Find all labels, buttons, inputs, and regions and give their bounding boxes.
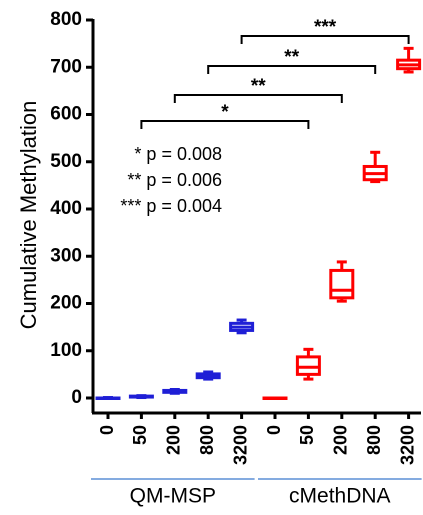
significance-bracket: [240, 35, 410, 44]
significance-bracket: [173, 94, 343, 103]
x-tick-label: 50: [297, 425, 317, 445]
y-tick-label: 600: [50, 104, 82, 125]
x-tick-label: 50: [130, 425, 150, 445]
x-tick-label: 200: [164, 425, 184, 455]
significance-label: **: [284, 47, 299, 68]
y-tick-label: 100: [50, 340, 82, 361]
y-tick-label: 300: [50, 245, 82, 266]
y-tick-label: 800: [50, 9, 82, 30]
significance-label: ***: [314, 17, 337, 38]
x-tick-label: 200: [331, 425, 351, 455]
x-tick-label: 800: [197, 425, 217, 455]
p-value-text: *** p = 0.004: [120, 196, 222, 216]
significance-bracket: [207, 65, 377, 74]
significance-label: *: [221, 102, 229, 123]
box: [295, 355, 321, 376]
p-value-text: * p = 0.008: [134, 144, 222, 164]
box: [329, 268, 355, 300]
x-tick-label: 0: [97, 425, 117, 435]
x-tick-label: 3200: [397, 425, 417, 465]
group-label: QM-MSP: [130, 485, 216, 508]
group-label: cMethDNA: [289, 485, 391, 508]
significance-label: **: [251, 76, 266, 97]
significance-bracket: [140, 120, 310, 129]
x-tick-label: 0: [264, 425, 284, 435]
p-value-text: ** p = 0.006: [127, 170, 222, 190]
y-tick-label: 200: [50, 293, 82, 314]
y-tick-label: 400: [50, 198, 82, 219]
y-tick-label: 0: [71, 387, 82, 408]
x-tick-label: 3200: [230, 425, 250, 465]
y-tick-label: 700: [50, 56, 82, 77]
y-tick-label: 500: [50, 151, 82, 172]
y-axis-label: Cumulative Methylation: [16, 101, 41, 330]
x-tick-label: 800: [364, 425, 384, 455]
